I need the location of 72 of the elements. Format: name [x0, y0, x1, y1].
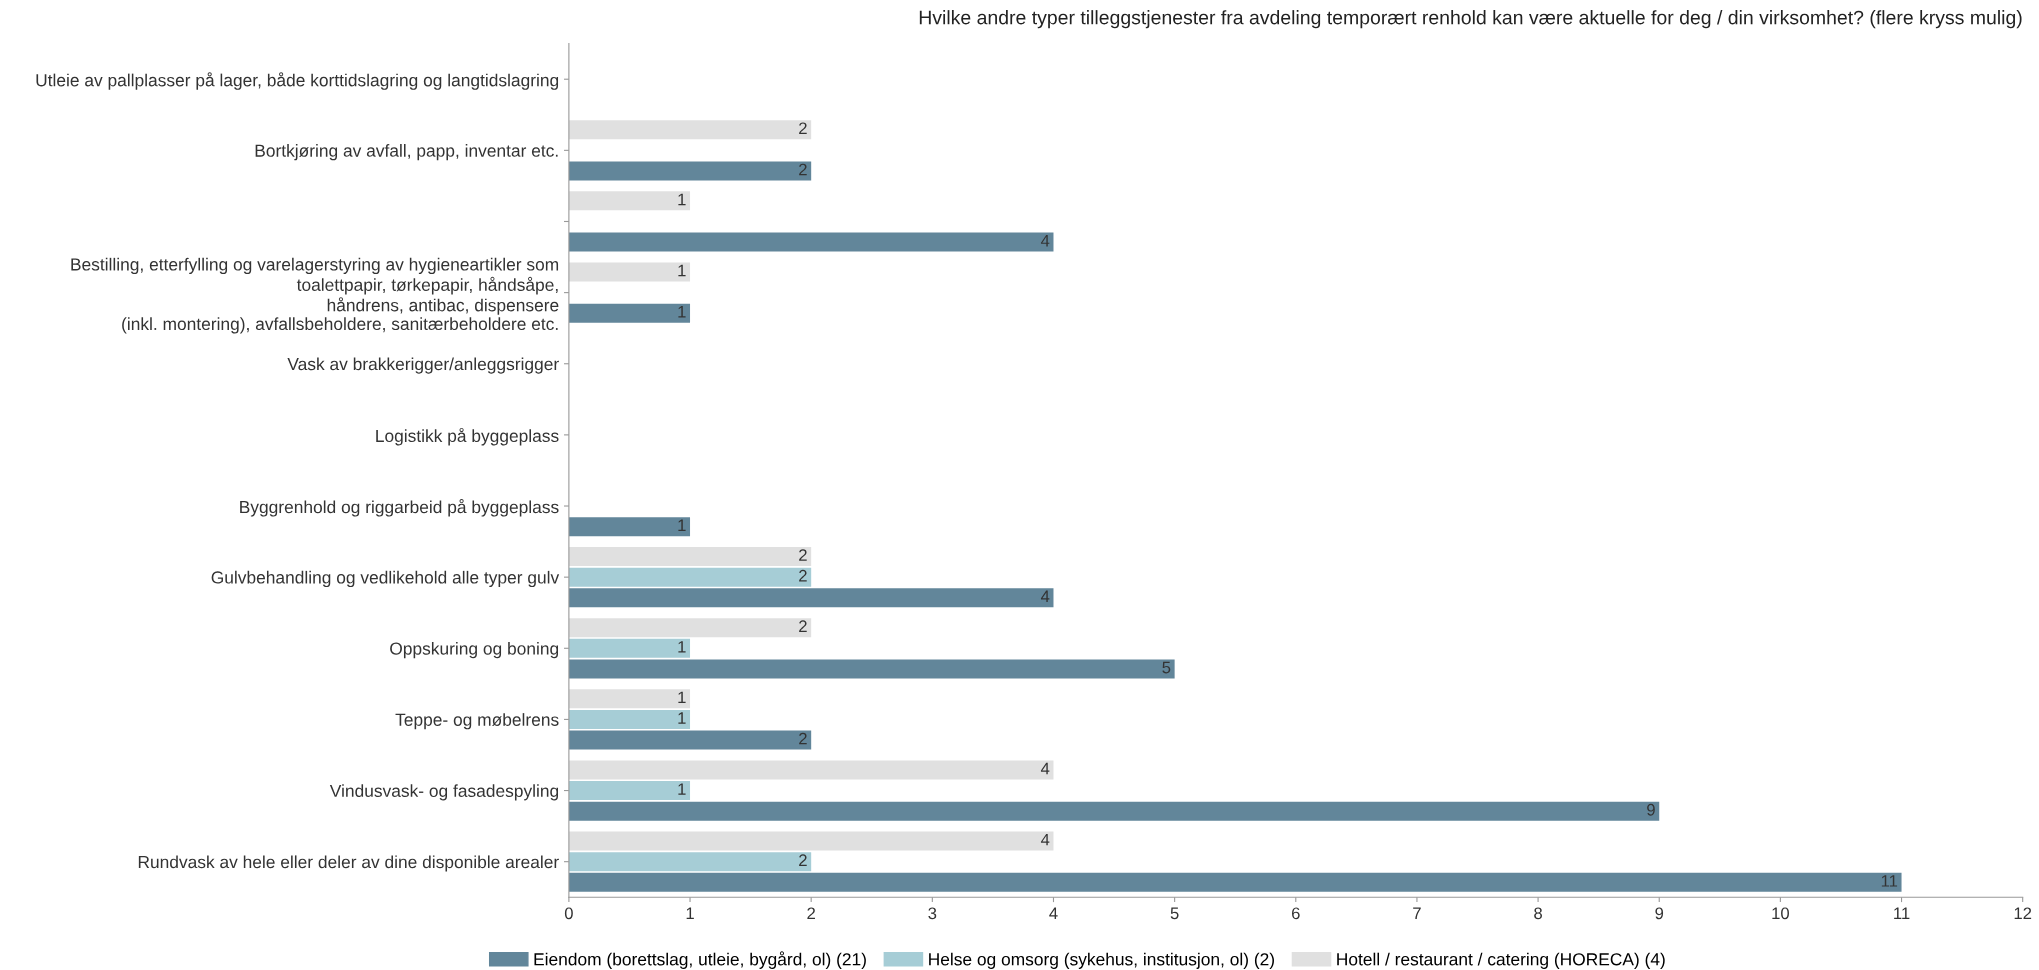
- data-label: 11: [1881, 875, 1898, 887]
- data-label: 2: [799, 732, 807, 745]
- data-label: 1: [678, 519, 686, 531]
- y-tick-label: Byggrenhold og riggarbeid på byggeplass: [240, 499, 559, 517]
- y-tick-label: Vindusvask- og fasadespyling: [329, 784, 559, 801]
- bar: [568, 303, 691, 323]
- data-label: 1: [678, 264, 686, 277]
- data-label: 9: [1647, 803, 1655, 816]
- x-tick-label: 5: [1170, 907, 1179, 920]
- bar: [568, 638, 691, 658]
- x-tick-label: 12: [2014, 907, 2032, 920]
- x-tick-label: 7: [1413, 907, 1421, 920]
- x-tick-label: 2: [807, 907, 815, 920]
- bar: [568, 659, 1175, 679]
- data-label: 2: [799, 122, 807, 135]
- data-label: 1: [678, 783, 686, 795]
- x-tick-label: 10: [1772, 907, 1790, 920]
- x-tick-label: 4: [1049, 907, 1058, 920]
- data-label: 1: [678, 712, 686, 724]
- data-label: 2: [799, 549, 807, 561]
- data-label: 1: [678, 306, 686, 318]
- data-label: 1: [678, 193, 686, 206]
- bar: [568, 588, 1054, 608]
- legend-label: Eiendom (borettslag, utleie, bygård, ol) (21): [534, 951, 866, 969]
- data-label: 4: [1040, 762, 1050, 775]
- data-label: 4: [1040, 234, 1050, 247]
- bar: [568, 709, 691, 729]
- bar: [568, 262, 691, 282]
- chart-title: Hvilke andre typer tilleggstjenester fra avdeling temporært renhold kan være aktuelle for deg / din virksomhet? (flere kryss mulig): [919, 10, 2022, 29]
- data-label: 1: [678, 691, 686, 704]
- legend-label: Hotell / restaurant / catering (HORECA) (4): [1337, 952, 1665, 969]
- bar: [568, 191, 691, 211]
- bar: [568, 730, 812, 750]
- y-tick-label: Utleie av pallplasser på lager, både korttidslagring og langtidslagring: [36, 72, 559, 90]
- x-tick-label: 6: [1292, 907, 1300, 920]
- x-tick-label: 11: [1894, 907, 1910, 920]
- data-label: 2: [799, 620, 807, 632]
- x-tick-label: 1: [686, 907, 694, 920]
- bar: [568, 618, 812, 638]
- data-label: 2: [799, 569, 807, 582]
- bar: [568, 120, 812, 140]
- y-tick-label: Vask av brakkerigger/anleggsrigger: [287, 357, 559, 374]
- bar: [568, 781, 691, 801]
- bar: [568, 567, 812, 587]
- x-tick-label: 0: [564, 907, 573, 920]
- bar: [568, 872, 1902, 892]
- bar: [568, 547, 812, 567]
- data-label: 5: [1162, 661, 1171, 674]
- bar: [568, 852, 812, 872]
- bar: [568, 232, 1054, 252]
- y-tick-label: Teppe- og møbelrens: [395, 713, 559, 730]
- x-tick-label: 9: [1655, 907, 1664, 920]
- y-tick-label: Logistikk på byggeplass: [376, 427, 559, 446]
- x-tick-label: 8: [1534, 907, 1542, 920]
- x-tick-label: 3: [928, 907, 937, 920]
- data-label: 1: [678, 641, 686, 653]
- data-label: 2: [799, 854, 807, 866]
- bar: [568, 760, 1054, 780]
- bar: [568, 801, 1660, 821]
- legend-label: Helse og omsorg (sykehus, institusjon, ol) (2): [929, 952, 1274, 969]
- data-label: 4: [1040, 833, 1050, 846]
- y-tick-label: Oppskuring og boning: [390, 641, 559, 659]
- y-tick-label: Bestilling, etterfylling og varelagerstyring av hygieneartikler som toalettpapir, tørkepapir, håndsåpe, håndrens, antibac, dispensere (inkl. montering), avfallsbeholdere, sanitærbeholdere etc.: [71, 257, 559, 334]
- data-label: 2: [799, 163, 807, 176]
- bar: [568, 517, 691, 537]
- y-tick-label: Bortkjøring av avfall, papp, inventar etc.: [255, 144, 558, 161]
- bar: [568, 689, 691, 709]
- data-label: 4: [1040, 590, 1050, 603]
- y-tick-label: Rundvask av hele eller deler av dine disponible arealer: [138, 855, 559, 872]
- bar: [568, 831, 1054, 851]
- y-tick-label: Gulvbehandling og vedlikehold alle typer gulv: [211, 570, 560, 588]
- bar: [568, 161, 812, 181]
